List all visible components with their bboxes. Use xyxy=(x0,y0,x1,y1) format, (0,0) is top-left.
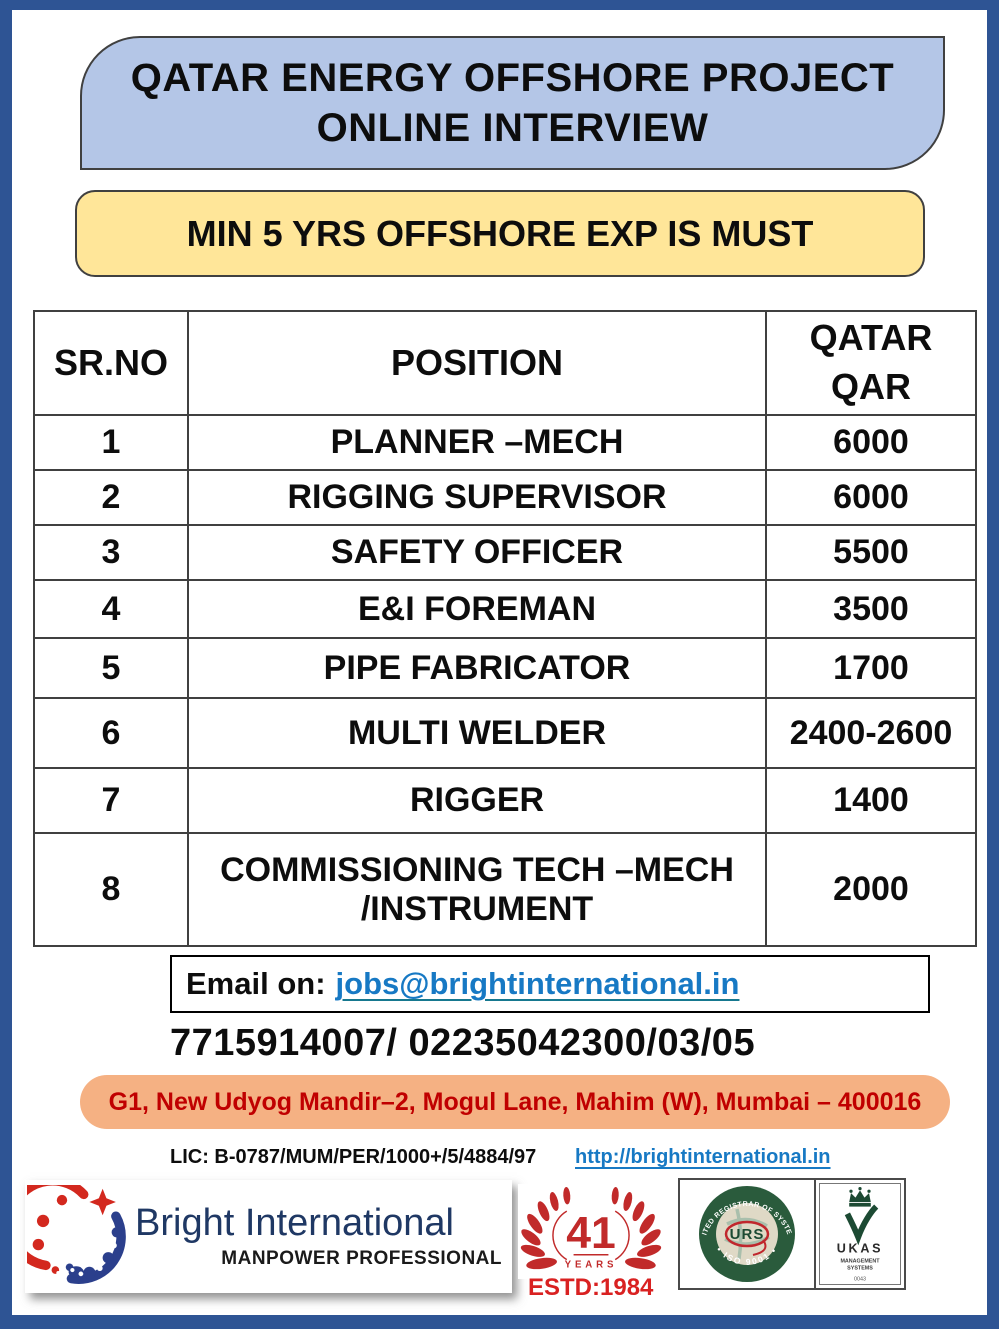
position-cell: PIPE FABRICATOR xyxy=(187,637,767,699)
sr-cell: 8 xyxy=(33,832,189,947)
salary-header-line1: QATAR xyxy=(809,317,933,359)
license-number: LIC: B-0787/MUM/PER/1000+/5/4884/97 xyxy=(170,1146,537,1168)
salary-cell: 1400 xyxy=(765,767,977,834)
position-cell: MULTI WELDER xyxy=(187,697,767,769)
ukas-number: 0043 xyxy=(854,1276,866,1282)
salary-header: QATAR QAR xyxy=(765,310,977,416)
email-label: Email on: xyxy=(186,966,326,1001)
header-title-box: QATAR ENERGY OFFSHORE PROJECT ONLINE INT… xyxy=(80,36,945,170)
certification-box: UNITED REGISTRAR OF SYSTEMS • ISO 9001 •… xyxy=(678,1178,906,1290)
established-year: ESTD:1984 xyxy=(528,1274,654,1301)
table-row: 3 SAFETY OFFICER 5500 xyxy=(33,524,977,581)
position-cell: RIGGING SUPERVISOR xyxy=(187,469,767,526)
urs-iso-9001-logo-icon: UNITED REGISTRAR OF SYSTEMS • ISO 9001 •… xyxy=(697,1184,795,1282)
company-name: Bright International xyxy=(135,1201,454,1244)
sr-cell: 3 xyxy=(33,524,189,581)
table-row: 4 E&I FOREMAN 3500 xyxy=(33,579,977,639)
address-text: G1, New Udyog Mandir–2, Mogul Lane, Mahi… xyxy=(108,1087,922,1116)
ukas-name: UKAS xyxy=(837,1241,883,1255)
salary-cell: 5500 xyxy=(765,524,977,581)
sr-cell: 7 xyxy=(33,767,189,834)
position-cell: PLANNER –MECH xyxy=(187,414,767,471)
sr-cell: 1 xyxy=(33,414,189,471)
position-cell: RIGGER xyxy=(187,767,767,834)
sr-cell: 5 xyxy=(33,637,189,699)
poster-title-line2: ONLINE INTERVIEW xyxy=(316,106,709,150)
salary-cell: 1700 xyxy=(765,637,977,699)
position-cell: E&I FOREMAN xyxy=(187,579,767,639)
email-link[interactable]: jobs@brightinternational.in xyxy=(335,966,740,1001)
urs-iso-cell: UNITED REGISTRAR OF SYSTEMS • ISO 9001 •… xyxy=(680,1180,816,1288)
years-badge-box: 41 YEARS xyxy=(518,1184,664,1279)
salary-cell: 2400-2600 xyxy=(765,697,977,769)
company-tagline: MANPOWER PROFESSIONAL xyxy=(221,1247,502,1269)
experience-requirement-text: MIN 5 YRS OFFSHORE EXP IS MUST xyxy=(186,212,814,254)
ukas-logo-icon: UKAS MANAGEMENT SYSTEMS 0043 xyxy=(837,1186,883,1282)
position-header: POSITION xyxy=(187,310,767,416)
years-number: 41 xyxy=(566,1208,616,1257)
salary-cell: 2000 xyxy=(765,832,977,947)
company-logo-box: Bright International MANPOWER PROFESSION… xyxy=(25,1180,512,1293)
experience-requirement-banner: MIN 5 YRS OFFSHORE EXP IS MUST xyxy=(75,190,925,277)
address-banner: G1, New Udyog Mandir–2, Mogul Lane, Mahi… xyxy=(80,1075,950,1129)
website-link[interactable]: http://brightinternational.in xyxy=(575,1146,831,1168)
poster-title-line1: QATAR ENERGY OFFSHORE PROJECT xyxy=(130,56,895,100)
sr-no-header: SR.NO xyxy=(33,310,189,416)
urs-center-text: URS xyxy=(730,1226,765,1243)
salary-cell: 6000 xyxy=(765,414,977,471)
years-word: YEARS xyxy=(565,1259,618,1270)
sr-cell: 6 xyxy=(33,697,189,769)
ukas-subtitle2: SYSTEMS xyxy=(847,1265,873,1271)
ukas-subtitle1: MANAGEMENT xyxy=(840,1258,880,1264)
table-row: 1 PLANNER –MECH 6000 xyxy=(33,414,977,471)
position-cell: SAFETY OFFICER xyxy=(187,524,767,581)
salary-cell: 6000 xyxy=(765,469,977,526)
table-header-row: SR.NO POSITION QATAR QAR xyxy=(33,310,977,416)
years-laurel-badge-icon: 41 YEARS xyxy=(520,1186,662,1270)
sr-cell: 4 xyxy=(33,579,189,639)
sr-cell: 2 xyxy=(33,469,189,526)
position-cell: COMMISSIONING TECH –MECH /INSTRUMENT xyxy=(187,832,767,947)
table-row: 8 COMMISSIONING TECH –MECH /INSTRUMENT 2… xyxy=(33,832,977,947)
table-row: 6 MULTI WELDER 2400-2600 xyxy=(33,697,977,769)
phone-numbers: 7715914007/ 02235042300/03/05 xyxy=(170,1022,756,1064)
bright-international-logo-icon xyxy=(27,1184,126,1284)
jobs-table: SR.NO POSITION QATAR QAR 1 PLANNER –MECH… xyxy=(33,310,977,947)
ukas-cell: UKAS MANAGEMENT SYSTEMS 0043 xyxy=(816,1180,904,1288)
table-row: 5 PIPE FABRICATOR 1700 xyxy=(33,637,977,699)
salary-header-line2: QAR xyxy=(831,366,911,407)
salary-cell: 3500 xyxy=(765,579,977,639)
table-row: 7 RIGGER 1400 xyxy=(33,767,977,834)
email-box: Email on: jobs@brightinternational.in xyxy=(170,955,930,1013)
table-row: 2 RIGGING SUPERVISOR 6000 xyxy=(33,469,977,526)
